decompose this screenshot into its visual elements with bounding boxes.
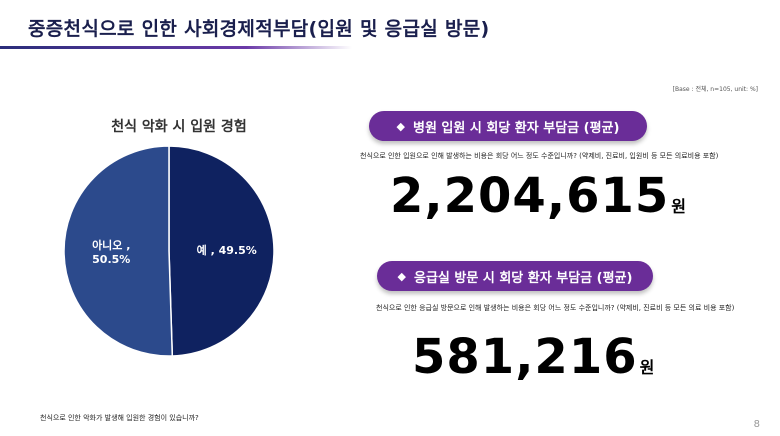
er-cost-label: ◆ 응급실 방문 시 회당 환자 부담금 (평균) [377, 261, 653, 291]
page-title: 중증천식으로 인한 사회경제적부담(입원 및 응급실 방문) [28, 18, 490, 40]
base-note: [Base : 전체, n=105, unit: %] [672, 86, 758, 93]
title-underline [0, 46, 352, 49]
pie-slice-0 [168, 145, 275, 357]
inpatient-cost-label: ◆ 병원 입원 시 회당 환자 부담금 (평균) [369, 111, 647, 141]
pie-label-1: 아니오 , 50.5% [92, 238, 130, 266]
er-amount-unit: 원 [639, 358, 655, 377]
er-amount: 581,216 원 [412, 329, 654, 385]
inpatient-amount-unit: 원 [671, 197, 686, 216]
footnote-question: 천식으로 인한 악화가 발생해 입원한 경험이 있습니까? [40, 414, 199, 422]
pie-label-0: 예 , 49.5% [197, 243, 257, 257]
diamond-icon: ◆ [396, 119, 405, 133]
diamond-icon: ◆ [397, 269, 406, 283]
er-cost-label-text: 응급실 방문 시 회당 환자 부담금 (평균) [414, 270, 633, 286]
inpatient-question: 천식으로 인한 입원으로 인해 발생하는 비용은 회당 어느 정도 수준입니까?… [360, 152, 719, 160]
page-number: 8 [753, 419, 760, 430]
inpatient-cost-label-text: 병원 입원 시 회당 환자 부담금 (평균) [412, 120, 620, 136]
er-amount-value: 581,216 [412, 329, 638, 385]
er-question: 천식으로 인한 응급실 방문으로 인해 발생하는 비용은 회당 어느 정도 수준… [376, 304, 735, 312]
pie-chart-title: 천식 악화 시 입원 경험 [111, 119, 247, 135]
inpatient-amount: 2,204,615 원 [390, 168, 686, 224]
inpatient-amount-value: 2,204,615 [390, 168, 670, 224]
pie-slice-1 [63, 145, 174, 357]
